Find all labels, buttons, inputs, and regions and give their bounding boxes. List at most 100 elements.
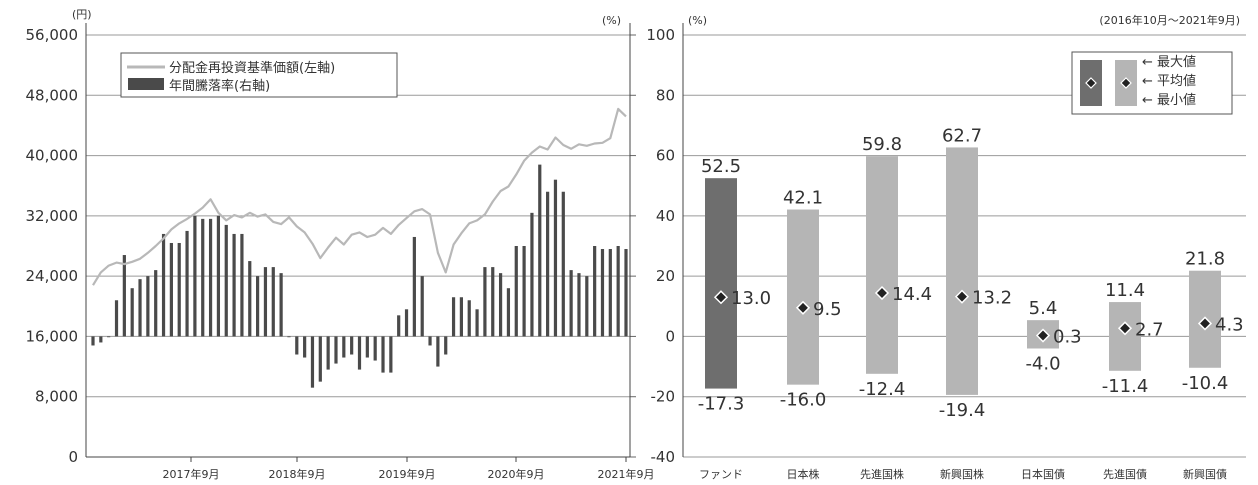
annual-return-bar — [373, 336, 377, 361]
annual-return-bar — [161, 233, 166, 337]
annual-return-bar — [138, 279, 142, 337]
annual-return-bar — [240, 233, 244, 337]
category-label: 先進国債 — [1103, 467, 1147, 481]
range-bar — [787, 209, 819, 385]
annual-return-bar — [271, 267, 275, 337]
legend-return-label: 年間騰落率(右軸) — [169, 78, 270, 94]
legend-stat-label: 最小値 — [1157, 92, 1196, 108]
annual-return-bar — [451, 297, 456, 337]
range-bar — [946, 147, 978, 395]
left-axis-tick-label: 24,000 — [26, 267, 79, 285]
x-axis-tick-label: 2018年9月 — [269, 467, 326, 481]
annual-return-bar — [397, 315, 401, 337]
annual-return-bar — [263, 267, 268, 337]
annual-return-bar — [185, 230, 189, 337]
left-axis-tick-label: 16,000 — [26, 327, 79, 345]
annual-return-bar — [154, 270, 158, 337]
category-label: 新興国株 — [940, 467, 984, 481]
annual-return-bar — [224, 224, 228, 337]
right-chart-y-tick-label: 0 — [665, 327, 675, 345]
min-value-label: -16.0 — [780, 390, 827, 411]
average-marker — [713, 290, 729, 305]
legend-arrow: ← — [1142, 93, 1153, 108]
annual-return-bar — [498, 273, 503, 337]
x-axis-tick-label: 2020年9月 — [488, 467, 545, 481]
annual-return-bar — [436, 336, 440, 367]
annual-return-bar — [326, 336, 330, 370]
annual-return-bar — [553, 179, 558, 337]
left-axis-tick-label: 40,000 — [26, 147, 79, 165]
annual-return-bar — [412, 236, 416, 337]
annual-return-bar — [491, 267, 495, 337]
max-value-label: 62.7 — [942, 125, 982, 146]
right-axis-unit: (%) — [602, 14, 621, 27]
left-legend-box — [120, 52, 398, 98]
avg-value-label: 13.0 — [731, 288, 771, 309]
annual-return-bar — [357, 336, 362, 370]
left-axis-unit: (円) — [72, 8, 92, 21]
annual-return-bar — [585, 276, 589, 337]
min-value-label: -19.4 — [939, 400, 986, 421]
annual-return-bar — [342, 336, 346, 358]
average-marker — [954, 289, 970, 304]
left-axis-tick-label: 56,000 — [26, 26, 79, 44]
annual-return-bar — [389, 336, 393, 373]
annual-return-bar — [91, 336, 95, 346]
right-chart-y-tick-label: 20 — [656, 267, 675, 285]
legend-nav-label: 分配金再投資基準価額(左軸) — [169, 60, 335, 76]
average-marker — [1117, 321, 1133, 336]
legend-stat-label: 平均値 — [1157, 73, 1196, 89]
avg-value-label: 9.5 — [813, 299, 842, 320]
annual-return-bar — [201, 218, 205, 337]
avg-value-label: 14.4 — [892, 284, 932, 305]
x-axis-tick-label: 2021年9月 — [598, 467, 655, 481]
left-axis-tick-label: 0 — [68, 448, 78, 466]
right-chart-y-tick-label: -20 — [651, 388, 676, 406]
annual-return-bar — [350, 336, 354, 355]
left-axis-tick-label: 8,000 — [35, 388, 78, 406]
max-value-label: 21.8 — [1185, 249, 1225, 270]
annual-return-bar — [381, 336, 385, 373]
avg-value-label: 13.2 — [972, 288, 1012, 309]
annual-return-bar — [365, 336, 369, 358]
annual-return-bar — [295, 336, 299, 355]
annual-return-bar — [459, 297, 463, 337]
min-value-label: -12.4 — [859, 379, 906, 400]
annual-return-bar — [444, 336, 448, 355]
avg-value-label: 0.3 — [1053, 327, 1082, 348]
annual-return-bar — [303, 336, 307, 358]
annual-return-bar — [334, 336, 338, 364]
average-marker — [795, 300, 811, 315]
right-chart-unit: (%) — [688, 14, 707, 27]
annual-return-bar — [248, 261, 252, 337]
annual-return-bar — [420, 276, 424, 337]
annual-return-bar — [114, 300, 119, 337]
range-bar — [866, 156, 898, 374]
category-label: ファンド — [699, 468, 743, 481]
period-label: (2016年10月～2021年9月) — [1099, 13, 1240, 27]
max-value-label: 5.4 — [1029, 298, 1058, 319]
annual-return-bar — [428, 336, 432, 346]
min-value-label: -17.3 — [698, 394, 745, 415]
annual-return-bar — [608, 249, 612, 337]
annual-return-bar — [107, 336, 111, 338]
x-axis-tick-label: 2019年9月 — [379, 467, 436, 481]
annual-return-bar — [146, 276, 150, 337]
annual-return-bar — [475, 309, 479, 337]
annual-return-bar — [404, 309, 409, 337]
annual-return-bar — [216, 215, 221, 337]
annual-return-bar — [546, 191, 550, 337]
legend-fund-marker — [1085, 77, 1097, 89]
right-chart-y-tick-label: 80 — [656, 86, 675, 104]
max-value-label: 42.1 — [783, 188, 823, 209]
annual-return-bar — [624, 249, 628, 337]
right-chart-y-tick-label: 100 — [646, 26, 675, 44]
right-chart-y-tick-label: -40 — [651, 448, 676, 466]
annual-return-bar — [593, 246, 597, 337]
range-bar — [1109, 302, 1141, 371]
annual-return-bar — [99, 336, 103, 343]
avg-value-label: 2.7 — [1135, 319, 1164, 340]
annual-return-bar — [310, 336, 315, 388]
